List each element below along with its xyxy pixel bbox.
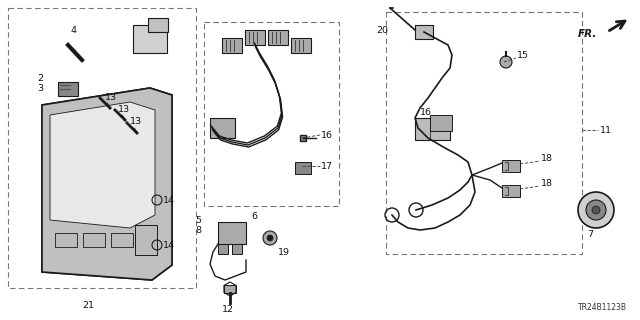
- Text: 5: 5: [195, 215, 201, 225]
- Text: 14: 14: [163, 241, 175, 250]
- Text: 16: 16: [420, 108, 432, 116]
- Polygon shape: [50, 102, 155, 228]
- Text: FR.: FR.: [578, 29, 597, 39]
- Bar: [502, 185, 520, 197]
- Text: 19: 19: [278, 247, 290, 257]
- Bar: [415, 118, 450, 140]
- Circle shape: [592, 206, 600, 214]
- Text: 12: 12: [222, 306, 234, 315]
- Bar: [502, 160, 520, 172]
- Bar: [58, 82, 78, 96]
- Text: 13: 13: [118, 105, 130, 114]
- Bar: [83, 233, 105, 247]
- Polygon shape: [42, 88, 172, 280]
- Circle shape: [500, 56, 512, 68]
- Bar: [386, 12, 582, 254]
- Text: 18: 18: [541, 179, 553, 188]
- Circle shape: [263, 231, 277, 245]
- Bar: [204, 22, 339, 206]
- Bar: [218, 222, 246, 244]
- Text: 7: 7: [587, 229, 593, 238]
- Bar: [232, 244, 242, 254]
- Bar: [415, 25, 433, 39]
- Polygon shape: [50, 102, 155, 228]
- Bar: [135, 225, 157, 255]
- Circle shape: [578, 192, 614, 228]
- Bar: [430, 115, 452, 131]
- Bar: [148, 18, 168, 32]
- Bar: [210, 118, 235, 138]
- Bar: [295, 162, 311, 174]
- Text: 18: 18: [541, 154, 553, 163]
- Bar: [133, 25, 167, 53]
- Text: 20: 20: [376, 26, 388, 35]
- Bar: [218, 244, 228, 254]
- Bar: [55, 233, 77, 247]
- Text: 11: 11: [600, 125, 612, 134]
- Text: 21: 21: [82, 300, 94, 309]
- Bar: [291, 38, 311, 53]
- Bar: [224, 285, 236, 293]
- Circle shape: [586, 200, 606, 220]
- Text: TR24B1123B: TR24B1123B: [578, 303, 627, 313]
- Text: 14: 14: [163, 196, 175, 204]
- Bar: [245, 30, 265, 45]
- Bar: [8, 8, 196, 288]
- Bar: [111, 233, 133, 247]
- Text: 4: 4: [70, 26, 76, 35]
- Text: 15: 15: [517, 51, 529, 60]
- Circle shape: [267, 235, 273, 241]
- Text: 2: 2: [37, 74, 43, 83]
- Text: 13: 13: [130, 116, 142, 125]
- Bar: [268, 30, 288, 45]
- Text: 17: 17: [321, 162, 333, 171]
- Text: 3: 3: [37, 84, 43, 92]
- Text: 13: 13: [105, 92, 117, 101]
- Bar: [222, 38, 242, 53]
- Text: 16: 16: [321, 131, 333, 140]
- Text: 6: 6: [251, 212, 257, 220]
- Text: 8: 8: [195, 226, 201, 235]
